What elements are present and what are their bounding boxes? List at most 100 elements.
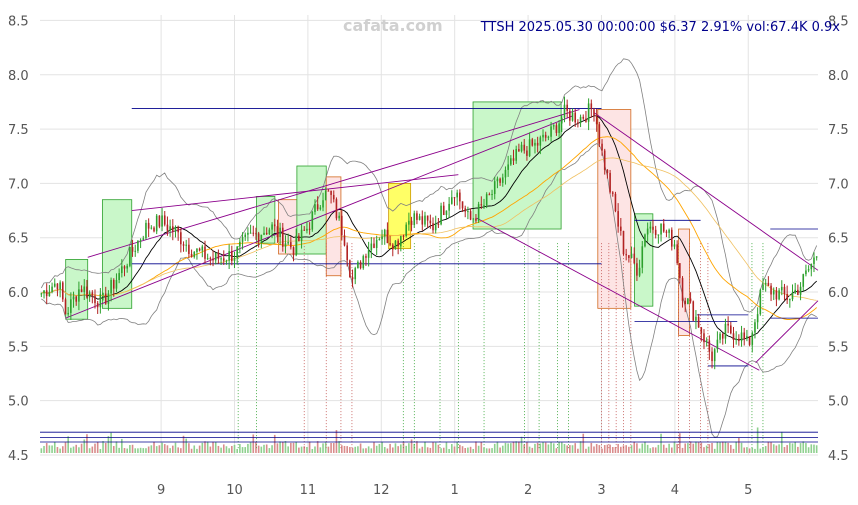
candle (550, 121, 552, 142)
volume-bar (716, 442, 719, 453)
candle (526, 146, 528, 161)
volume-bar (434, 442, 437, 453)
candle (654, 225, 657, 239)
candle-body (493, 181, 496, 195)
candle (402, 234, 405, 241)
candle-body (467, 211, 469, 213)
candle (585, 110, 587, 123)
candle-body (48, 291, 51, 297)
volume-bar (217, 445, 220, 453)
candle-body (112, 279, 115, 289)
candle (510, 155, 512, 166)
candle (147, 218, 150, 238)
candle (636, 257, 638, 281)
volume-bar (362, 448, 365, 453)
candle-body (357, 261, 359, 269)
volume-bar (550, 442, 552, 453)
candlesticks (40, 96, 818, 370)
volume-bar (131, 444, 134, 453)
volume-bar (249, 442, 252, 453)
candle (638, 259, 641, 278)
candle-body (735, 338, 737, 340)
candle (611, 191, 614, 197)
candle-body (118, 273, 120, 281)
volume-bar (577, 448, 579, 453)
candle-body (512, 158, 515, 161)
candle (569, 108, 571, 126)
candle-body (397, 240, 399, 247)
candle (797, 284, 799, 296)
candle-body (362, 256, 365, 269)
volume-bar (429, 447, 432, 453)
candle (129, 246, 131, 268)
candle (566, 99, 568, 118)
candle-body (212, 258, 214, 261)
candle-body (180, 232, 182, 245)
candle-body (751, 332, 754, 345)
volume-bar (746, 447, 748, 453)
candle (263, 226, 265, 236)
candle-body (442, 205, 445, 215)
candle (810, 263, 813, 277)
candle (341, 210, 343, 241)
volume-bar (636, 443, 638, 453)
volume-bar (322, 443, 324, 453)
candle-body (330, 190, 332, 195)
candle-body (174, 227, 177, 232)
candle (437, 217, 440, 229)
candle (539, 135, 542, 155)
volume-bar (220, 447, 222, 453)
candle (641, 241, 644, 274)
candle (118, 268, 120, 284)
volume-bar (214, 442, 217, 453)
volume-bar (515, 441, 517, 453)
candle-body (61, 282, 64, 300)
candle-body (802, 274, 805, 287)
candle (324, 187, 327, 201)
volume-bar (134, 448, 137, 453)
candle (789, 298, 791, 308)
volume-bar (354, 446, 357, 453)
candle (121, 259, 123, 278)
candle (99, 288, 102, 314)
candle-body (719, 333, 721, 340)
volume-bar (327, 446, 330, 453)
volume-bar (193, 445, 196, 453)
candle-body (485, 194, 488, 206)
candle-body (657, 234, 660, 236)
candle (123, 265, 126, 277)
volume-bar (166, 445, 169, 453)
candle-body (611, 192, 614, 194)
volume-bar (459, 444, 461, 453)
candle (721, 333, 724, 345)
volume-bar (611, 447, 614, 453)
volume-bar (778, 444, 780, 453)
candle-body (257, 233, 260, 242)
volume-bar (730, 444, 732, 453)
candle (335, 197, 338, 221)
trend-line (131, 174, 459, 212)
candle (75, 295, 78, 306)
candle (459, 189, 461, 210)
candle (461, 201, 464, 213)
x-axis: 9 10 11 12 1 2 3 4 5 (157, 483, 752, 498)
candle (426, 215, 429, 228)
candle (306, 221, 308, 234)
volume-bar (705, 445, 708, 453)
volume-bar (177, 447, 179, 453)
candle (705, 337, 708, 347)
candle-body (201, 246, 204, 251)
volume-bar (416, 441, 418, 453)
volume-bar (585, 448, 587, 453)
candle (51, 282, 53, 294)
volume-bar (426, 447, 429, 453)
candle (102, 292, 104, 301)
candle (86, 279, 88, 299)
candle (477, 201, 480, 223)
candle (469, 208, 472, 221)
candle-body (129, 246, 131, 266)
candle-body (418, 216, 421, 220)
volume-bar (563, 444, 566, 453)
candle (413, 210, 416, 228)
candle-body (620, 226, 622, 231)
